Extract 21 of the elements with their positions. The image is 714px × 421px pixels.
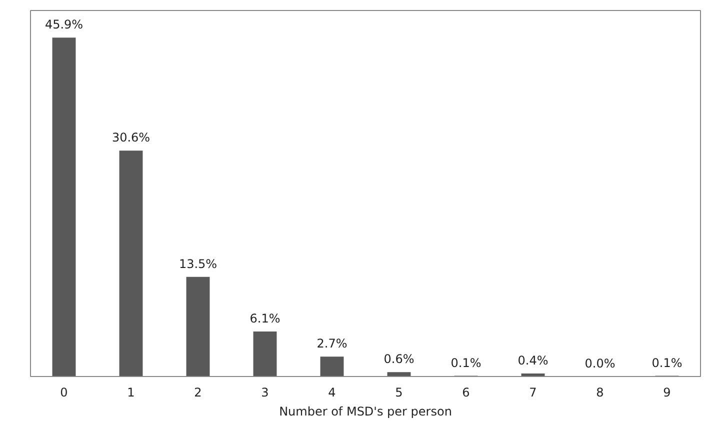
- x-tick-label: 9: [663, 386, 671, 400]
- x-tick-label: 3: [261, 386, 269, 400]
- data-label: 13.5%: [178, 256, 218, 271]
- data-label: 0.6%: [384, 352, 414, 366]
- data-label: 2.7%: [316, 336, 348, 351]
- x-tick-label: 8: [596, 386, 604, 400]
- x-tick-label: 2: [194, 386, 202, 400]
- data-label: 6.1%: [250, 311, 280, 326]
- x-tick-label: 6: [462, 386, 470, 400]
- x-tick-label: 4: [328, 386, 336, 400]
- x-axis-title: Number of MSD's per person: [279, 404, 452, 418]
- data-label: 30.6%: [112, 130, 150, 145]
- data-label: 0.1%: [450, 356, 482, 370]
- data-label: 45.9%: [44, 18, 84, 32]
- data-label: 0.4%: [518, 354, 548, 368]
- x-tick-label: 0: [60, 386, 68, 400]
- data-label: 0.0%: [584, 356, 616, 370]
- data-label: 0.1%: [652, 356, 682, 370]
- x-tick-label: 5: [395, 386, 403, 400]
- x-tick-label: 1: [127, 386, 135, 400]
- x-tick-label: 7: [529, 386, 537, 400]
